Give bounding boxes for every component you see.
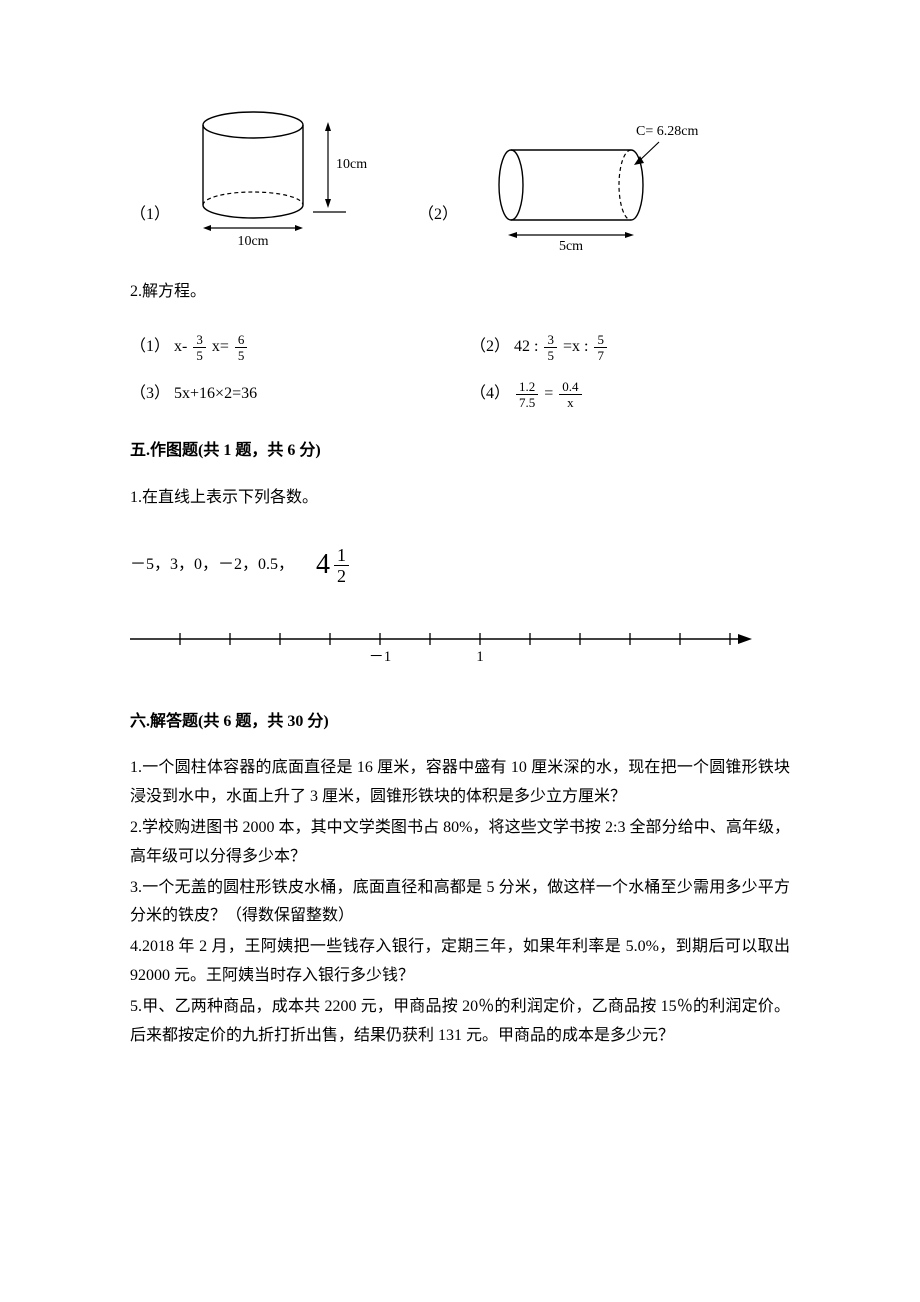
number-line-wrap: －1 1 — [120, 619, 790, 680]
section6-q3: 3.一个无盖的圆柱形铁皮水桶，底面直径和高都是 5 分米，做这样一个水桶至少需用… — [130, 874, 790, 932]
section-6-title: 六.解答题(共 6 题，共 30 分) — [130, 708, 790, 737]
eq2-p1: 42 : — [514, 333, 538, 362]
section6-q4: 4.2018 年 2 月，王阿姨把一些钱存入银行，定期三年，如果年利率是 5.0… — [130, 933, 790, 991]
eq3-text: 5x+16×2=36 — [174, 380, 257, 409]
equation-3: （3） 5x+16×2=36 — [130, 380, 450, 409]
section6-q5: 5.甲、乙两种商品，成本共 2200 元，甲商品按 20％的利润定价，乙商品按 … — [130, 993, 790, 1051]
section6-q2: 2.学校购进图书 2000 本，其中文学类图书占 80%，将这些文学书按 2:3… — [130, 814, 790, 872]
section-5-title: 五.作图题(共 1 题，共 6 分) — [130, 437, 790, 466]
number-list: －5，3，0，－2，0.5， 4 1 2 — [130, 540, 790, 590]
eq4-frac1: 1.2 7.5 — [516, 380, 538, 409]
fig2-circ-text: C= 6.28cm — [636, 124, 698, 139]
figure-2-group: （2） 5cm C= 6.28cm — [418, 120, 706, 250]
figure-1-group: （1） 10cm 10cm — [130, 100, 378, 250]
fig1-diameter-text: 10cm — [237, 234, 268, 249]
eq1-mid: x= — [212, 333, 229, 362]
mixed-number: 4 1 2 — [316, 540, 351, 590]
number-line-diagram: －1 1 — [120, 619, 760, 669]
eq1-prefix: （1） — [130, 333, 170, 362]
equation-1: （1） x- 3 5 x= 6 5 — [130, 333, 450, 362]
mixed-frac: 1 2 — [334, 546, 349, 585]
cylinder-horizontal-diagram: 5cm C= 6.28cm — [466, 120, 706, 250]
figure-2-label: （2） — [418, 201, 458, 250]
axis-label-neg1: －1 — [369, 649, 392, 665]
equations-grid: （1） x- 3 5 x= 6 5 （2） 42 : 3 5 =x : 5 7 … — [130, 333, 790, 409]
eq2-frac2: 5 7 — [594, 333, 607, 362]
eq1-frac2: 6 5 — [235, 333, 248, 362]
cylinder-vertical-diagram: 10cm 10cm — [178, 100, 378, 250]
eq4-frac2: 0.4 x — [559, 380, 581, 409]
equation-2: （2） 42 : 3 5 =x : 5 7 — [470, 333, 790, 362]
eq3-prefix: （3） — [130, 380, 170, 409]
figures-row: （1） 10cm 10cm （2） — [130, 100, 790, 250]
mixed-whole: 4 — [316, 540, 330, 590]
eq4-prefix: （4） — [470, 380, 510, 409]
eq1-p1: x- — [174, 333, 187, 362]
section5-q1: 1.在直线上表示下列各数。 — [130, 484, 790, 513]
fig1-height-text: 10cm — [336, 157, 367, 172]
eq4-mid: = — [544, 380, 553, 409]
figure-1-label: （1） — [130, 201, 170, 250]
eq2-frac1: 3 5 — [544, 333, 557, 362]
equations-header: 2.解方程。 — [130, 278, 790, 307]
eq2-mid: =x : — [563, 333, 588, 362]
axis-label-pos1: 1 — [476, 649, 484, 665]
eq2-prefix: （2） — [470, 333, 510, 362]
fig2-length-text: 5cm — [559, 239, 583, 250]
number-list-prefix: －5，3，0，－2，0.5， — [130, 551, 294, 580]
equation-4: （4） 1.2 7.5 = 0.4 x — [470, 380, 790, 409]
section6-q1: 1.一个圆柱体容器的底面直径是 16 厘米，容器中盛有 10 厘米深的水，现在把… — [130, 754, 790, 812]
eq1-frac1: 3 5 — [193, 333, 206, 362]
